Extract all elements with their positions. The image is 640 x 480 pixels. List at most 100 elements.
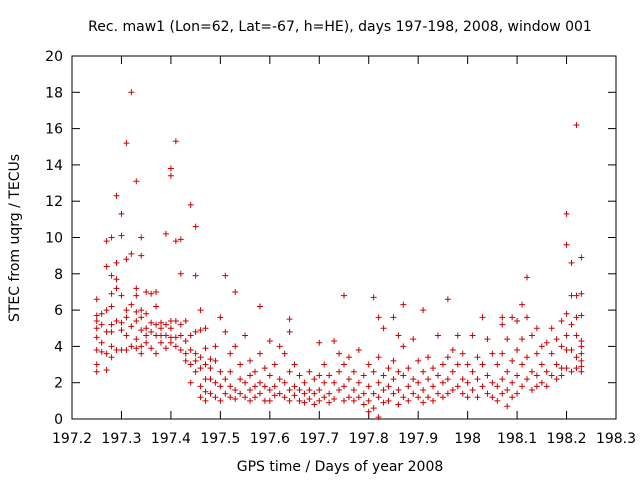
data-point [558,343,565,350]
data-point [251,394,258,401]
x-tick-label: 197.3 [101,431,141,447]
data-point [148,328,155,335]
data-point [93,361,100,368]
data-point [108,272,115,279]
x-tick-label: 198 [454,431,481,447]
data-point [197,307,204,314]
data-point [514,347,521,354]
data-point [212,379,219,386]
data-point [162,345,169,352]
data-point [568,368,575,375]
data-point [232,386,239,393]
data-point [449,347,456,354]
data-point [296,372,303,379]
data-point [405,365,412,372]
data-point [197,394,204,401]
data-point [573,365,580,372]
y-axis-ticks [72,55,616,420]
data-point [519,301,526,308]
data-point [489,394,496,401]
data-point [167,165,174,172]
data-point [113,285,120,292]
data-point [514,372,521,379]
x-axis-ticks [71,56,617,419]
data-point [311,401,318,408]
data-point [444,296,451,303]
data-point [237,361,244,368]
data-point [509,357,516,364]
data-point [316,386,323,393]
data-point [113,276,120,283]
data-point [133,285,140,292]
data-point [355,379,362,386]
data-point [345,354,352,361]
data-point [420,386,427,393]
data-point [484,336,491,343]
data-point [93,317,100,324]
x-tick-label: 197.6 [250,431,290,447]
data-point [326,399,333,406]
data-point [405,383,412,390]
data-point [143,310,150,317]
x-tick-label: 197.8 [349,431,389,447]
data-point [256,390,263,397]
data-point [153,288,160,295]
data-point [494,397,501,404]
data-point [350,368,357,375]
data-point [291,392,298,399]
data-point [296,386,303,393]
data-point [192,272,199,279]
data-point [118,319,125,326]
data-point [563,241,570,248]
data-point [563,365,570,372]
data-point [430,397,437,404]
data-point [158,319,165,326]
data-point [153,350,160,357]
data-point [430,383,437,390]
x-axis-label: GPS time / Days of year 2008 [237,459,444,475]
data-point [306,386,313,393]
data-point [212,394,219,401]
x-tick-label: 197.4 [151,431,191,447]
data-point [138,314,145,321]
data-point [118,292,125,299]
data-point [118,232,125,239]
data-point [375,354,382,361]
data-point [494,383,501,390]
data-point [449,368,456,375]
data-point [286,397,293,404]
data-point [375,379,382,386]
data-point [341,292,347,299]
data-point [449,386,456,393]
data-point [459,350,466,357]
data-point [469,332,476,339]
data-point [172,334,179,341]
data-point [138,252,145,259]
data-point [237,376,244,383]
data-point [202,325,209,332]
data-point [548,350,555,357]
data-point [365,397,372,404]
x-tick-label: 198.3 [596,431,636,447]
data-point [316,397,323,404]
data-point [133,292,140,299]
data-point [370,294,377,301]
data-point [321,379,328,386]
data-point [202,345,209,352]
data-point [474,394,481,401]
data-point [509,379,516,386]
data-point [138,350,145,357]
data-point [454,332,461,339]
data-point [301,399,308,406]
data-point [410,336,417,343]
data-point [192,357,199,364]
data-point [375,394,382,401]
data-point [266,397,273,404]
data-point [276,390,283,397]
data-point [316,339,323,346]
data-point [578,368,585,375]
data-point [108,354,115,361]
data-point [123,307,130,314]
data-point [118,210,125,217]
data-point [489,350,496,357]
